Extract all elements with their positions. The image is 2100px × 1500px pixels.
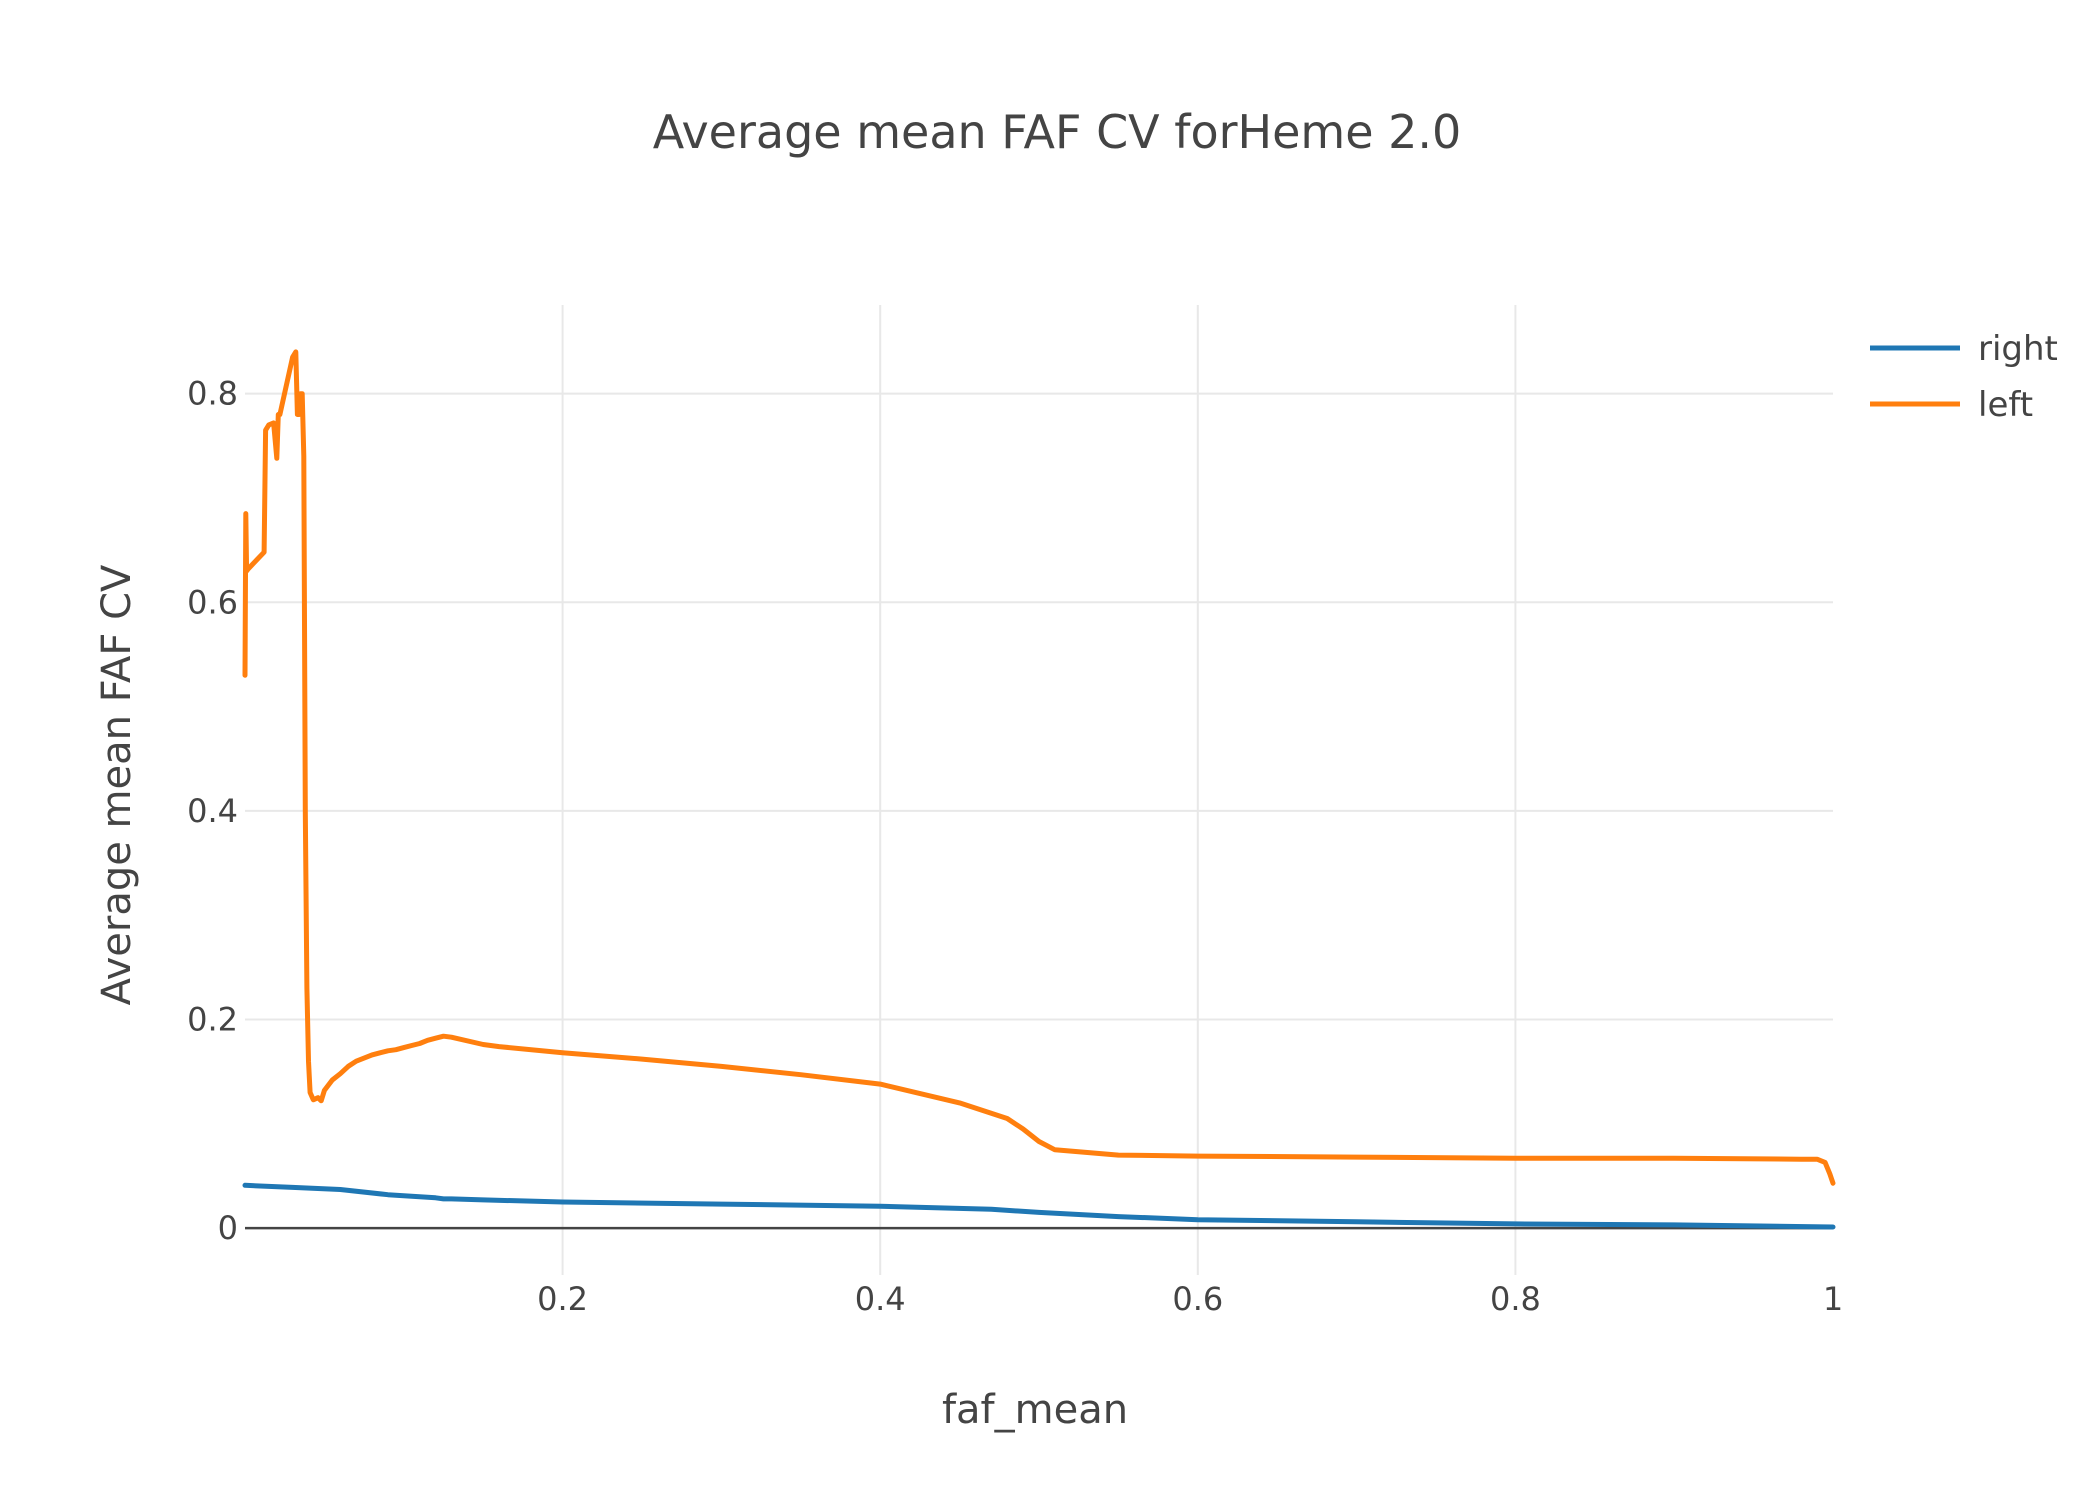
x-tick-label: 0.4 <box>855 1280 906 1318</box>
plot-area <box>242 349 1836 1230</box>
y-tick-label: 0.2 <box>187 1000 238 1038</box>
y-axis-label: Average mean FAF CV <box>94 564 140 1005</box>
series-line-left <box>242 349 1836 1186</box>
x-gridlines <box>561 305 1517 1275</box>
y-tick-label: 0.6 <box>187 583 238 621</box>
legend: right left <box>1870 329 2058 425</box>
x-tick-label: 1 <box>1823 1280 1843 1318</box>
chart-title: Average mean FAF CV forHeme 2.0 <box>653 105 1462 159</box>
x-tick-label: 0.6 <box>1172 1280 1223 1318</box>
y-axis-ticks: 0 0.2 0.4 0.6 0.8 <box>187 375 238 1247</box>
x-axis-ticks: 0.2 0.4 0.6 0.8 1 <box>537 1280 1843 1318</box>
x-tick-label: 0.8 <box>1490 1280 1541 1318</box>
legend-label-right: right <box>1978 329 2058 369</box>
y-tick-label: 0.8 <box>187 375 238 413</box>
x-axis-label: faf_mean <box>942 1387 1128 1433</box>
x-tick-label: 0.2 <box>537 1280 588 1318</box>
y-tick-label: 0 <box>218 1209 238 1247</box>
legend-label-left: left <box>1978 385 2033 425</box>
y-tick-label: 0.4 <box>187 792 238 830</box>
series-line-right <box>242 1182 1836 1230</box>
y-gridlines <box>245 392 1833 1230</box>
